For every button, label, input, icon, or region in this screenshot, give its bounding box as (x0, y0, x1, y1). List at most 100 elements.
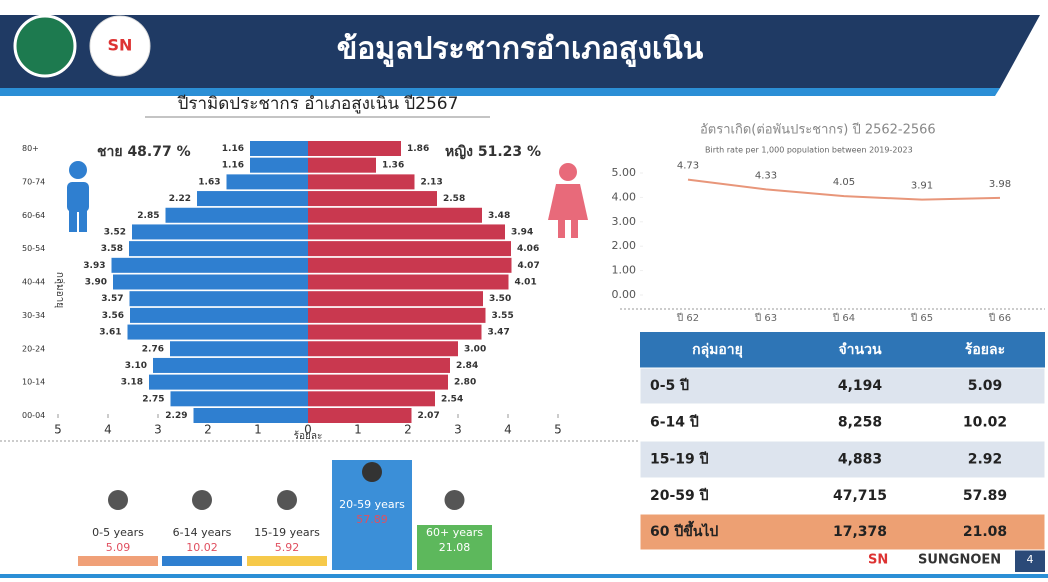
x-tick-label: 1 (254, 423, 262, 437)
header-stripe (0, 88, 1000, 96)
group-label: 6-14 years (173, 526, 232, 539)
table-cell: 20-59 ปี (650, 488, 709, 504)
page-number: 4 (1027, 553, 1034, 566)
data-label: 3.47 (488, 328, 510, 338)
y-tick-label: 1.00 (612, 264, 637, 277)
table-cell: 4,194 (838, 378, 883, 394)
logo (15, 16, 75, 76)
bar (308, 358, 450, 373)
bar (308, 291, 483, 306)
group-bar (78, 556, 158, 566)
data-label: 4.33 (755, 170, 777, 181)
legend-label: หญิง 51.23 % (445, 144, 541, 160)
data-label: 4.05 (833, 177, 855, 188)
data-label: 2.75 (142, 394, 164, 404)
data-label: 3.61 (99, 328, 121, 338)
y-tick-label: 70-74 (22, 177, 45, 186)
table-cell: 5.09 (968, 378, 1003, 394)
data-label: 2.76 (142, 344, 164, 354)
group-percent: 5.92 (275, 541, 300, 554)
footer-brand: SUNGNOEN (918, 553, 1001, 568)
data-label: 2.84 (456, 361, 478, 371)
group-label: 60+ years (426, 526, 483, 539)
bar (308, 375, 448, 390)
bar (113, 275, 308, 290)
bar (194, 408, 309, 423)
bar (308, 208, 482, 223)
bar (250, 158, 308, 173)
bar (308, 275, 509, 290)
legend-label: ชาย 48.77 % (97, 144, 191, 160)
data-label: 2.22 (169, 194, 191, 204)
bar (308, 224, 505, 239)
table-cell: 47,715 (833, 488, 887, 504)
bar (112, 258, 309, 273)
table-cell: 57.89 (963, 488, 1007, 504)
bar (197, 191, 308, 206)
data-label: 4.06 (517, 244, 539, 254)
x-tick-label: ปี 65 (910, 312, 933, 324)
group-bar (247, 556, 327, 566)
group-percent: 21.08 (439, 541, 471, 554)
bar (166, 208, 309, 223)
footer-logo: SN (868, 553, 888, 568)
y-tick-label: 00-04 (22, 411, 45, 420)
data-label: 2.13 (421, 177, 443, 187)
data-label: 2.54 (441, 394, 463, 404)
slide: SN ข้อมูลประชากรอำเภอสูงเนิน ปีรามิดประช… (0, 0, 1048, 582)
data-label: 2.80 (454, 378, 476, 388)
y-tick-label: 5.00 (612, 166, 637, 179)
y-tick-label: 4.00 (612, 190, 637, 203)
data-label: 1.36 (382, 161, 404, 171)
data-label: 2.58 (443, 194, 465, 204)
x-tick-label: 2 (204, 423, 212, 437)
y-tick-label: 80+ (22, 144, 39, 153)
y-tick-label: 10-14 (22, 378, 45, 387)
line-title: อัตราเกิด(ต่อพันประชากร) ปี 2562-2566 (700, 122, 936, 138)
bar (308, 308, 486, 323)
x-tick-label: ปี 64 (832, 312, 855, 324)
header-title: ข้อมูลประชากรอำเภอสูงเนิน (337, 32, 704, 68)
x-tick-label: 1 (354, 423, 362, 437)
x-tick-label: 0 (304, 423, 312, 437)
bar (308, 141, 401, 156)
x-tick-label: 2 (404, 423, 412, 437)
bar (170, 341, 308, 356)
group-icon (277, 490, 297, 510)
x-tick-label: ปี 66 (988, 312, 1011, 324)
data-label: 2.85 (137, 211, 159, 221)
bar (308, 325, 482, 340)
table-cell: 4,883 (838, 452, 882, 468)
data-label: 3.48 (488, 211, 510, 221)
data-label: 3.90 (85, 278, 107, 288)
data-label: 2.07 (418, 411, 440, 421)
data-label: 3.94 (511, 227, 533, 237)
table-cell: 2.92 (968, 452, 1003, 468)
group-icon (362, 462, 382, 482)
data-label: 4.73 (677, 161, 699, 172)
data-label: 3.57 (101, 294, 123, 304)
bar (128, 325, 309, 340)
bar (308, 391, 435, 406)
bar (130, 291, 309, 306)
group-bar (162, 556, 242, 566)
bar (308, 341, 458, 356)
line-subtitle: Birth rate per 1,000 population between … (705, 146, 913, 155)
group-label: 0-5 years (92, 526, 144, 539)
y-tick-label: 60-64 (22, 211, 45, 220)
data-label: 3.18 (121, 378, 143, 388)
data-label: 4.07 (518, 261, 540, 271)
table-header: กลุ่มอายุ (692, 342, 743, 358)
group-icon (108, 490, 128, 510)
y-tick-label: 50-54 (22, 244, 45, 253)
y-tick-label: 2.00 (612, 239, 637, 252)
data-label: 3.55 (492, 311, 514, 321)
group-percent: 5.09 (106, 541, 131, 554)
bar (227, 174, 309, 189)
table-header: จำนวน (838, 342, 881, 358)
table-cell: 8,258 (838, 415, 882, 431)
group-percent: 10.02 (186, 541, 218, 554)
group-icon (192, 490, 212, 510)
table-header: ร้อยละ (965, 342, 1005, 358)
bar (308, 174, 415, 189)
